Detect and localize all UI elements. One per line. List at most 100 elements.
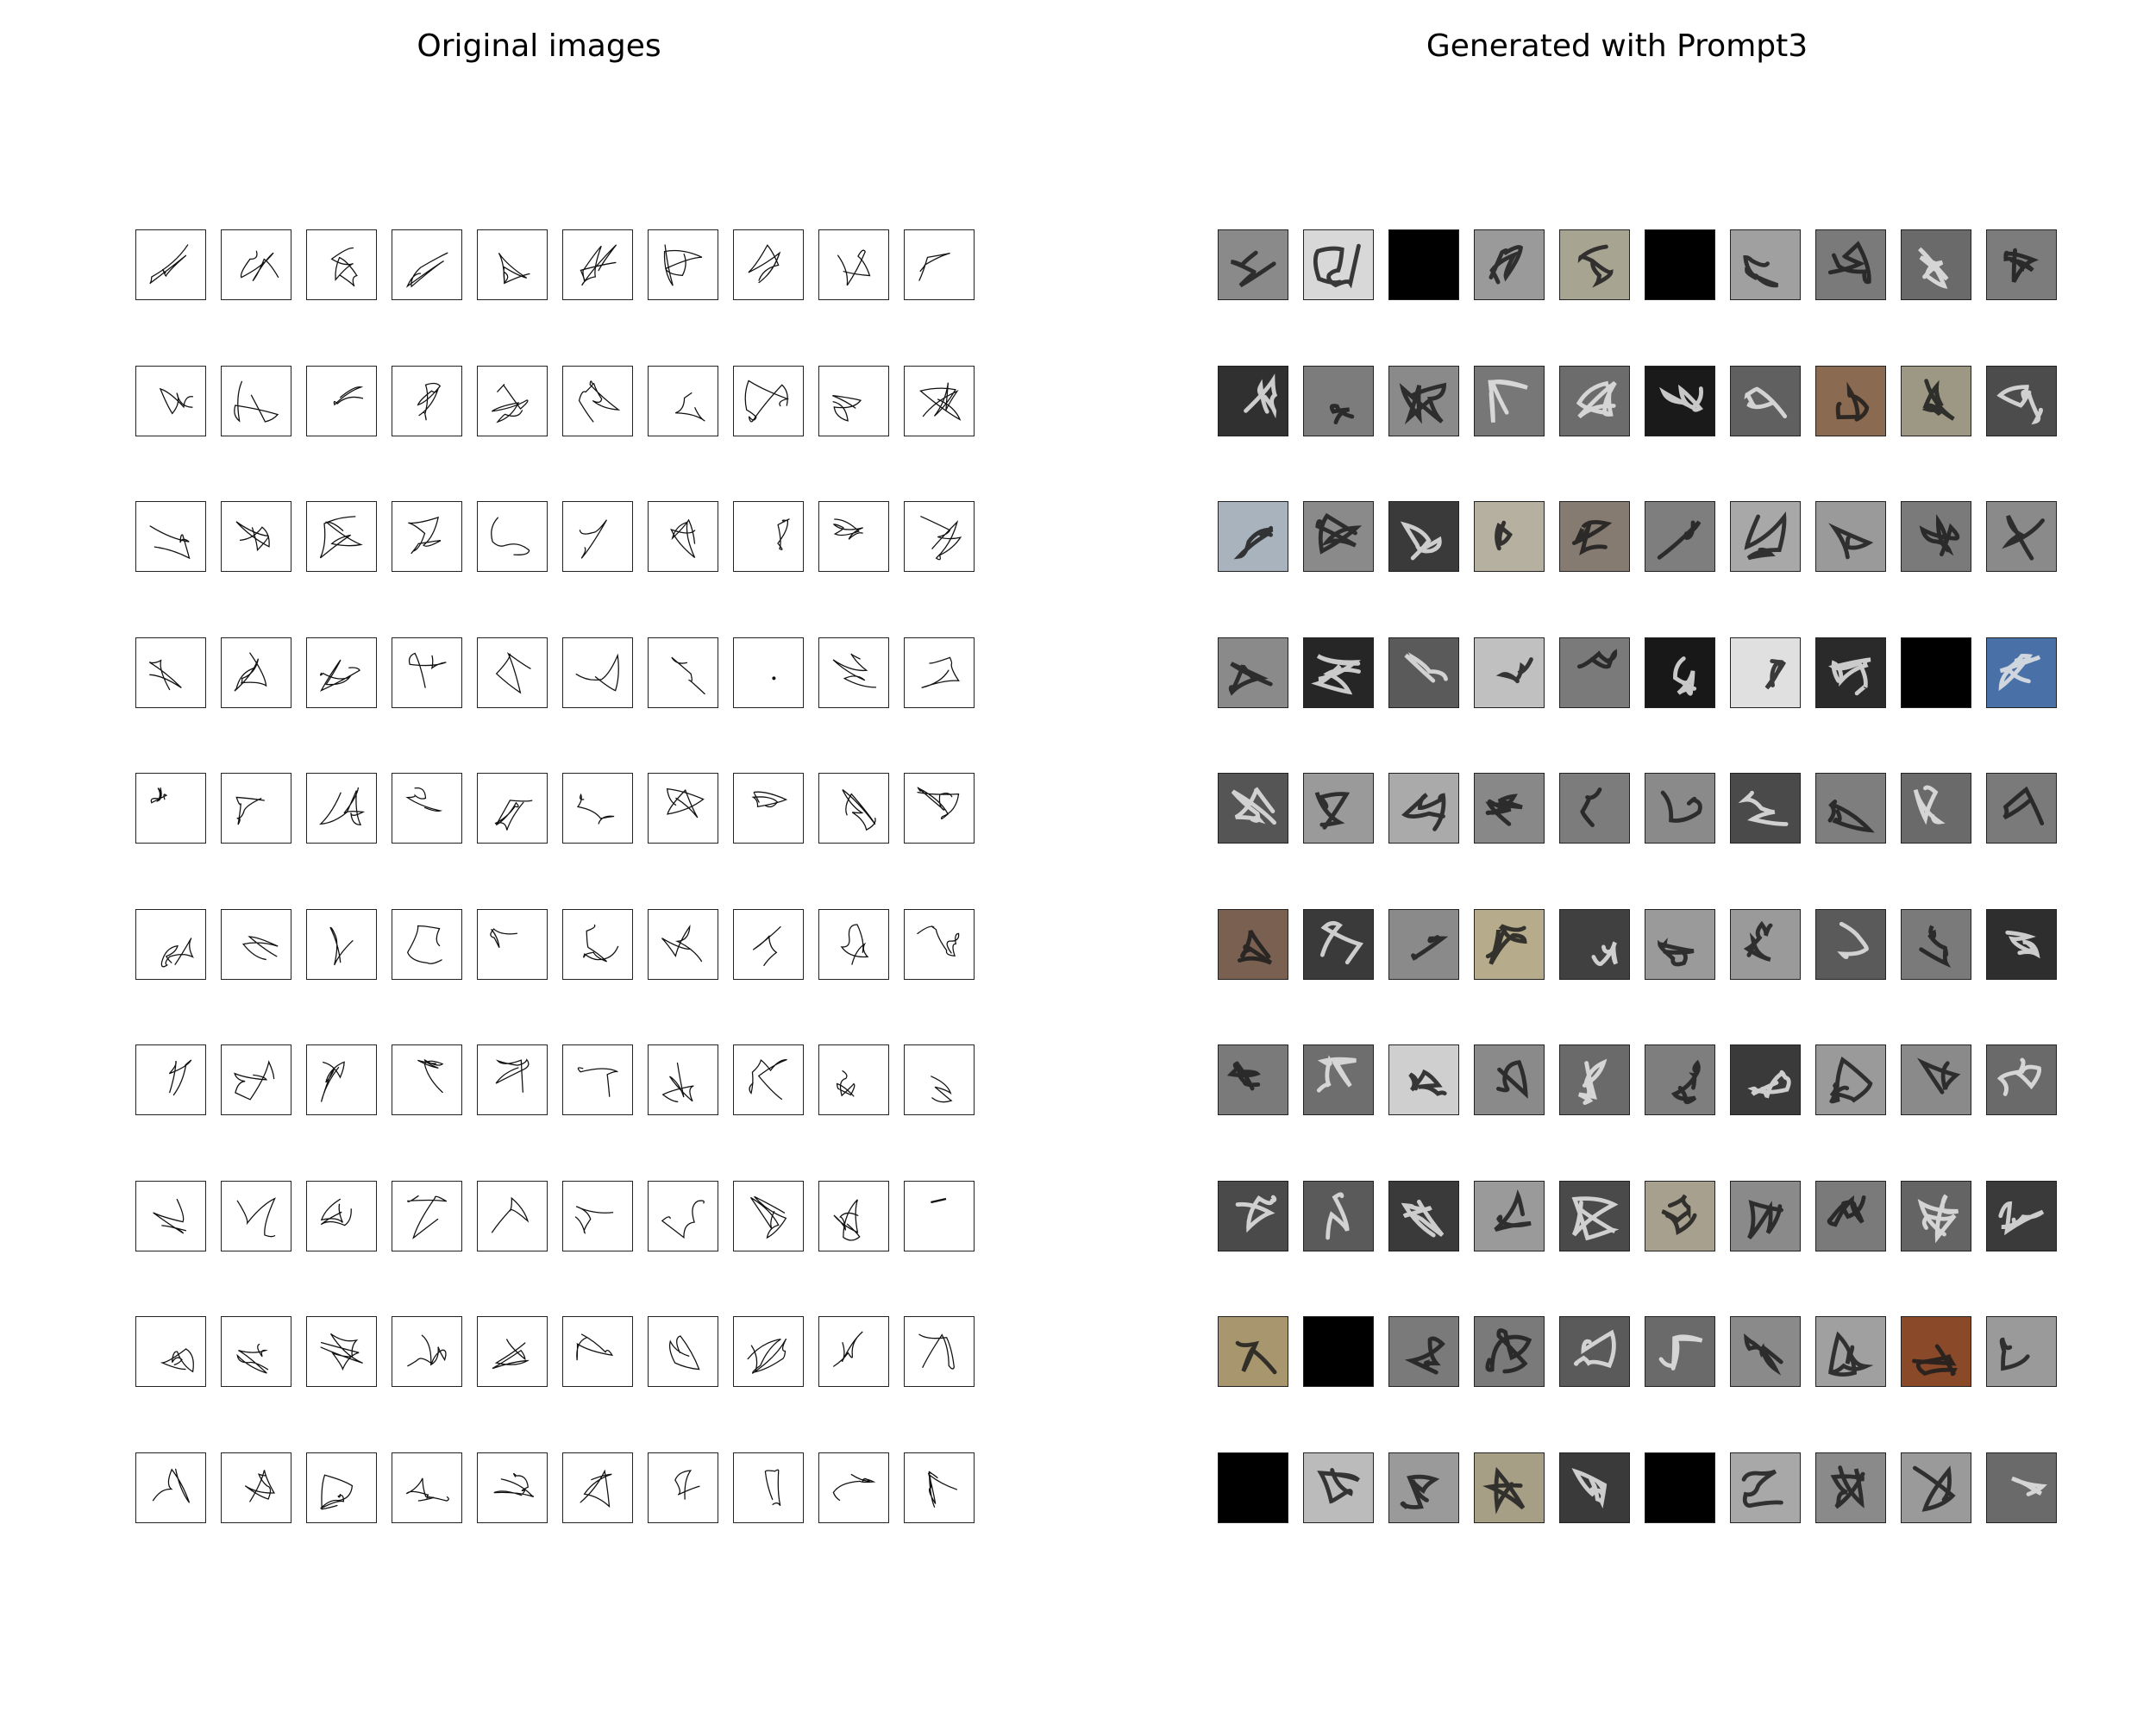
generated-image (1815, 1044, 1886, 1115)
generated-image (1901, 229, 1971, 300)
generated-image (1986, 365, 2057, 436)
generated-image (1815, 501, 1886, 572)
generated-image (1645, 908, 1715, 980)
sketch-sailboat (477, 1316, 548, 1387)
generated-image (1901, 1044, 1971, 1115)
generated-image (1218, 1180, 1288, 1251)
sketch-jellyfish (648, 1180, 718, 1251)
sketch-shoe (733, 1044, 804, 1115)
sketch-cup (562, 501, 633, 572)
sketch-fan (135, 1180, 206, 1251)
sketch-bird (221, 1316, 291, 1387)
sketch-windmill (135, 1044, 206, 1115)
sketch-hand (904, 637, 975, 708)
generated-image (1730, 637, 1801, 708)
generated-image (1730, 229, 1801, 300)
sketch-bird (306, 773, 377, 844)
generated-image (1730, 1044, 1801, 1115)
generated-image (1474, 229, 1545, 300)
generated-image (1645, 1316, 1715, 1387)
generated-image (1645, 1180, 1715, 1251)
sketch-rhinoceros (477, 637, 548, 708)
sketch-pretzel (306, 365, 377, 436)
sketch-deer (818, 229, 889, 300)
sketch-sword (562, 1452, 633, 1523)
sketch-dog (562, 365, 633, 436)
generated-image (1901, 1316, 1971, 1387)
generated-image (1388, 1180, 1459, 1251)
generated-image (1901, 908, 1971, 980)
sketch-bicycle (221, 229, 291, 300)
generated-image (1986, 501, 2057, 572)
sketch-shark (648, 1316, 718, 1387)
generated-image (1474, 773, 1545, 844)
generated-image (1815, 773, 1886, 844)
generated-image (1303, 1180, 1374, 1251)
generated-image (1559, 637, 1630, 708)
generated-image (1218, 365, 1288, 436)
sketch-helicopter (648, 501, 718, 572)
generated-image (1815, 637, 1886, 708)
sketch-frog (818, 365, 889, 436)
sketch-monkey (306, 229, 377, 300)
generated-image (1559, 1180, 1630, 1251)
original-images-panel: Original images (135, 28, 975, 1523)
generated-image (1815, 1316, 1886, 1387)
sketch-deer (904, 773, 975, 844)
generated-image (1303, 365, 1374, 436)
sketch-windmill (477, 229, 548, 300)
sketch-duck (818, 1452, 889, 1523)
sketch-bicycle (648, 1452, 718, 1523)
generated-image (1388, 637, 1459, 708)
sketch-tower (818, 1044, 889, 1115)
sketch-teddy-bear (392, 365, 462, 436)
sketch-sword (477, 365, 548, 436)
generated-image (1730, 1452, 1801, 1523)
sketch-owl (904, 1316, 975, 1387)
generated-image (1559, 365, 1630, 436)
generated-image (1474, 1452, 1545, 1523)
generated-image (1559, 908, 1630, 980)
sketch-duck (392, 1044, 462, 1115)
generated-image (1559, 773, 1630, 844)
sketch-chair (392, 1180, 462, 1251)
generated-image (1559, 1316, 1630, 1387)
generated-image (1303, 637, 1374, 708)
sketch-rifle (562, 229, 633, 300)
sketch-apple (818, 1180, 889, 1251)
generated-image (1218, 1452, 1288, 1523)
sketch-castle (648, 365, 718, 436)
generated-image (1218, 501, 1288, 572)
sketch-deer (306, 1180, 377, 1251)
generated-image (1559, 229, 1630, 300)
generated-image (1218, 637, 1288, 708)
generated-image (1474, 1180, 1545, 1251)
sketch-cat (733, 501, 804, 572)
generated-image (1559, 501, 1630, 572)
generated-image (1645, 773, 1715, 844)
sketch-dot (733, 637, 804, 708)
generated-image (1218, 908, 1288, 980)
sketch-crab (221, 501, 291, 572)
generated-image (1388, 1452, 1459, 1523)
sketch-starfish (306, 1452, 377, 1523)
sketch-airplane (733, 1452, 804, 1523)
generated-image (1645, 229, 1715, 300)
generated-image (1303, 229, 1374, 300)
sketch-banana (818, 501, 889, 572)
generated-image (1986, 1044, 2057, 1115)
generated-image (1730, 1180, 1801, 1251)
sketch-hamburger (221, 1044, 291, 1115)
sketch-leg (306, 1044, 377, 1115)
generated-image (1645, 1044, 1715, 1115)
generated-image (1730, 501, 1801, 572)
generated-image (1901, 1452, 1971, 1523)
sketch-dog (904, 501, 975, 572)
generated-image (1388, 229, 1459, 300)
sketch-knife (135, 1316, 206, 1387)
generated-image (1901, 501, 1971, 572)
sketch-camel (477, 1044, 548, 1115)
sketch-teapot (135, 501, 206, 572)
generated-image (1218, 229, 1288, 300)
generated-image (1730, 773, 1801, 844)
